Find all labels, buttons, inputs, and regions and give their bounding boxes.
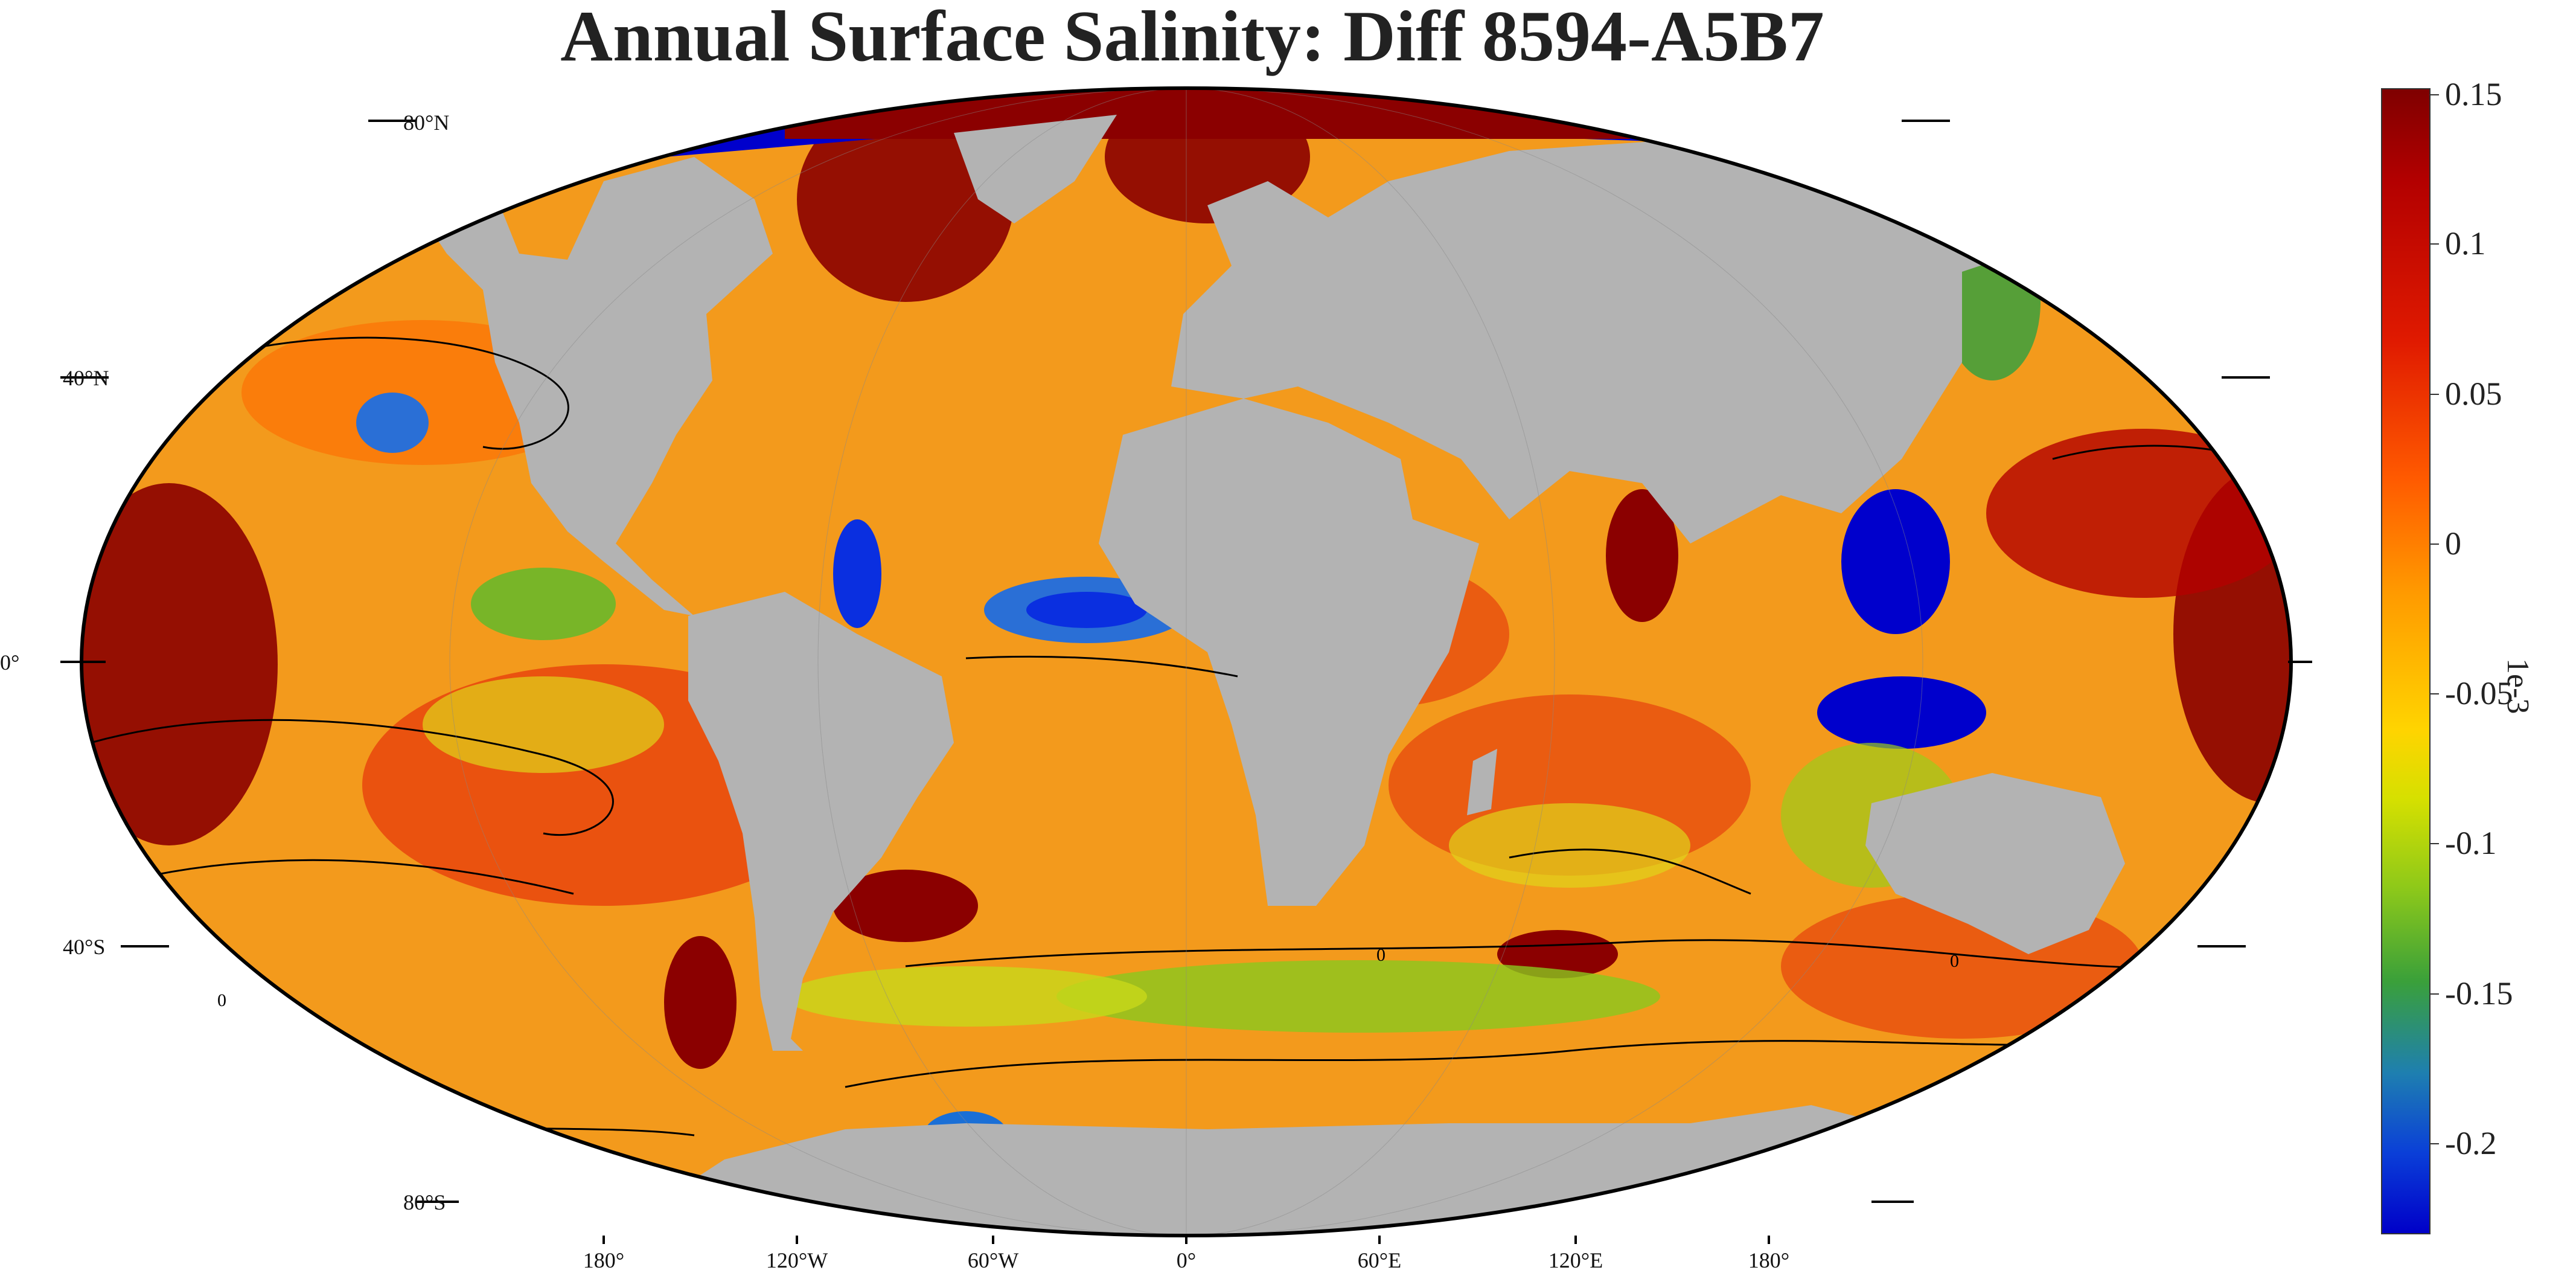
colorbar-tick (2431, 993, 2439, 995)
lon-label-120e: 120°E (1548, 1248, 1603, 1272)
lon-label-60w: 60°W (967, 1248, 1019, 1272)
colorbar-tick-label: -0.15 (2445, 975, 2513, 1012)
map-title: Annual Surface Salinity: Diff 8594-A5B7 (560, 0, 1824, 76)
colorbar-tick-label: -0.2 (2445, 1125, 2497, 1161)
lon-label-180w: 180° (583, 1248, 625, 1272)
colorbar-unit-label: 1e-3 (2501, 658, 2535, 714)
lon-label-60e: 60°E (1357, 1248, 1402, 1272)
colorbar (2381, 88, 2431, 1234)
axis-ticks (60, 120, 2312, 1244)
colorbar-tick (2431, 94, 2439, 95)
contour-label: 0 (217, 990, 226, 1010)
lat-label-equator: 0° (0, 650, 20, 675)
lat-label-40n: 40°N (63, 366, 109, 390)
contour-label: 0 (1950, 951, 1959, 971)
lat-label-40s: 40°S (63, 935, 106, 959)
land (411, 115, 2125, 1236)
colorbar-tick-label: 0.15 (2445, 76, 2502, 112)
colorbar-tick (2431, 843, 2439, 844)
lon-label-180e: 180° (1748, 1248, 1790, 1272)
lat-label-80s: 80°S (403, 1190, 446, 1214)
lon-label-120w: 120°W (765, 1248, 828, 1272)
world-map (60, 86, 2312, 1244)
colorbar-tick (2431, 243, 2439, 245)
colorbar-tick-label: 0.05 (2445, 376, 2502, 412)
colorbar-tick-label: -0.1 (2445, 825, 2497, 861)
lat-label-80n: 80°N (403, 111, 450, 135)
colorbar-tick-label: 0.1 (2445, 225, 2486, 261)
colorbar-tick (2431, 394, 2439, 395)
colorbar-tick-label: 0 (2445, 525, 2461, 562)
lon-label-0: 0° (1176, 1248, 1197, 1272)
colorbar-tick (2431, 544, 2439, 545)
contour-label: 0 (1376, 945, 1385, 965)
colorbar-tick (2431, 1143, 2439, 1144)
colorbar-tick-label: -0.05 (2445, 675, 2513, 711)
colorbar-tick (2431, 693, 2439, 694)
